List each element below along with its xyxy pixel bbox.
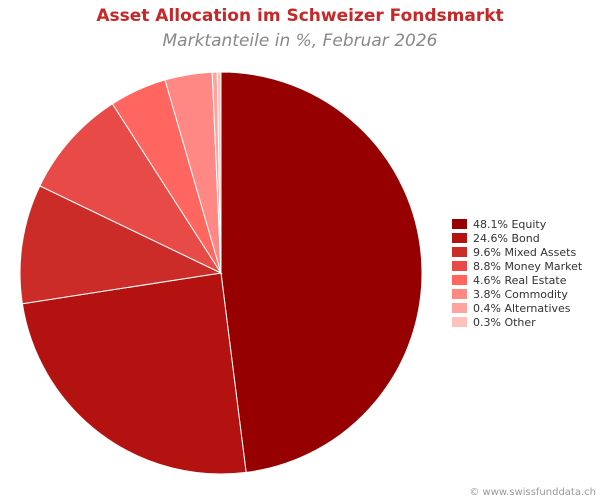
legend-label: 3.8% Commodity [473,287,568,301]
legend-swatch [452,275,467,285]
legend-label: 48.1% Equity [473,217,547,231]
legend-swatch [452,303,467,313]
legend-item-4: 8.8% Money Market [452,259,582,273]
source-credit: © www.swissfunddata.ch [469,487,596,498]
legend-item-3: 9.6% Mixed Assets [452,245,582,259]
legend-swatch [452,247,467,257]
legend-item-1: 48.1% Equity [452,217,582,231]
legend-label: 24.6% Bond [473,231,540,245]
chart-title: Asset Allocation im Schweizer Fondsmarkt [96,6,504,26]
legend-label: 0.4% Alternatives [473,301,571,315]
legend-swatch [452,261,467,271]
legend-swatch [452,233,467,243]
pie-slice-3 [19,185,223,305]
legend-label: 0.3% Other [473,315,536,329]
pie-slice-4 [39,103,223,275]
pie-slice-2 [21,272,247,475]
legend-swatch [452,219,467,229]
pie-slice-8 [216,71,222,274]
legend-item-2: 24.6% Bond [452,231,582,245]
legend-label: 8.8% Money Market [473,259,583,273]
legend-label: 4.6% Real Estate [473,273,567,287]
legend-swatch [452,317,467,327]
legend-item-8: 0.3% Other [452,315,582,329]
legend-label: 9.6% Mixed Assets [473,245,577,259]
legend-swatch [452,289,467,299]
chart-legend: 48.1% Equity 24.6% Bond 9.6% Mixed Assets 8… [452,217,582,329]
pie-slice-1 [220,71,423,473]
chart-subtitle: Marktanteile in %, Februar 2026 [162,31,438,51]
legend-item-6: 3.8% Commodity [452,287,582,301]
legend-item-5: 4.6% Real Estate [452,273,582,287]
legend-item-7: 0.4% Alternatives [452,301,582,315]
